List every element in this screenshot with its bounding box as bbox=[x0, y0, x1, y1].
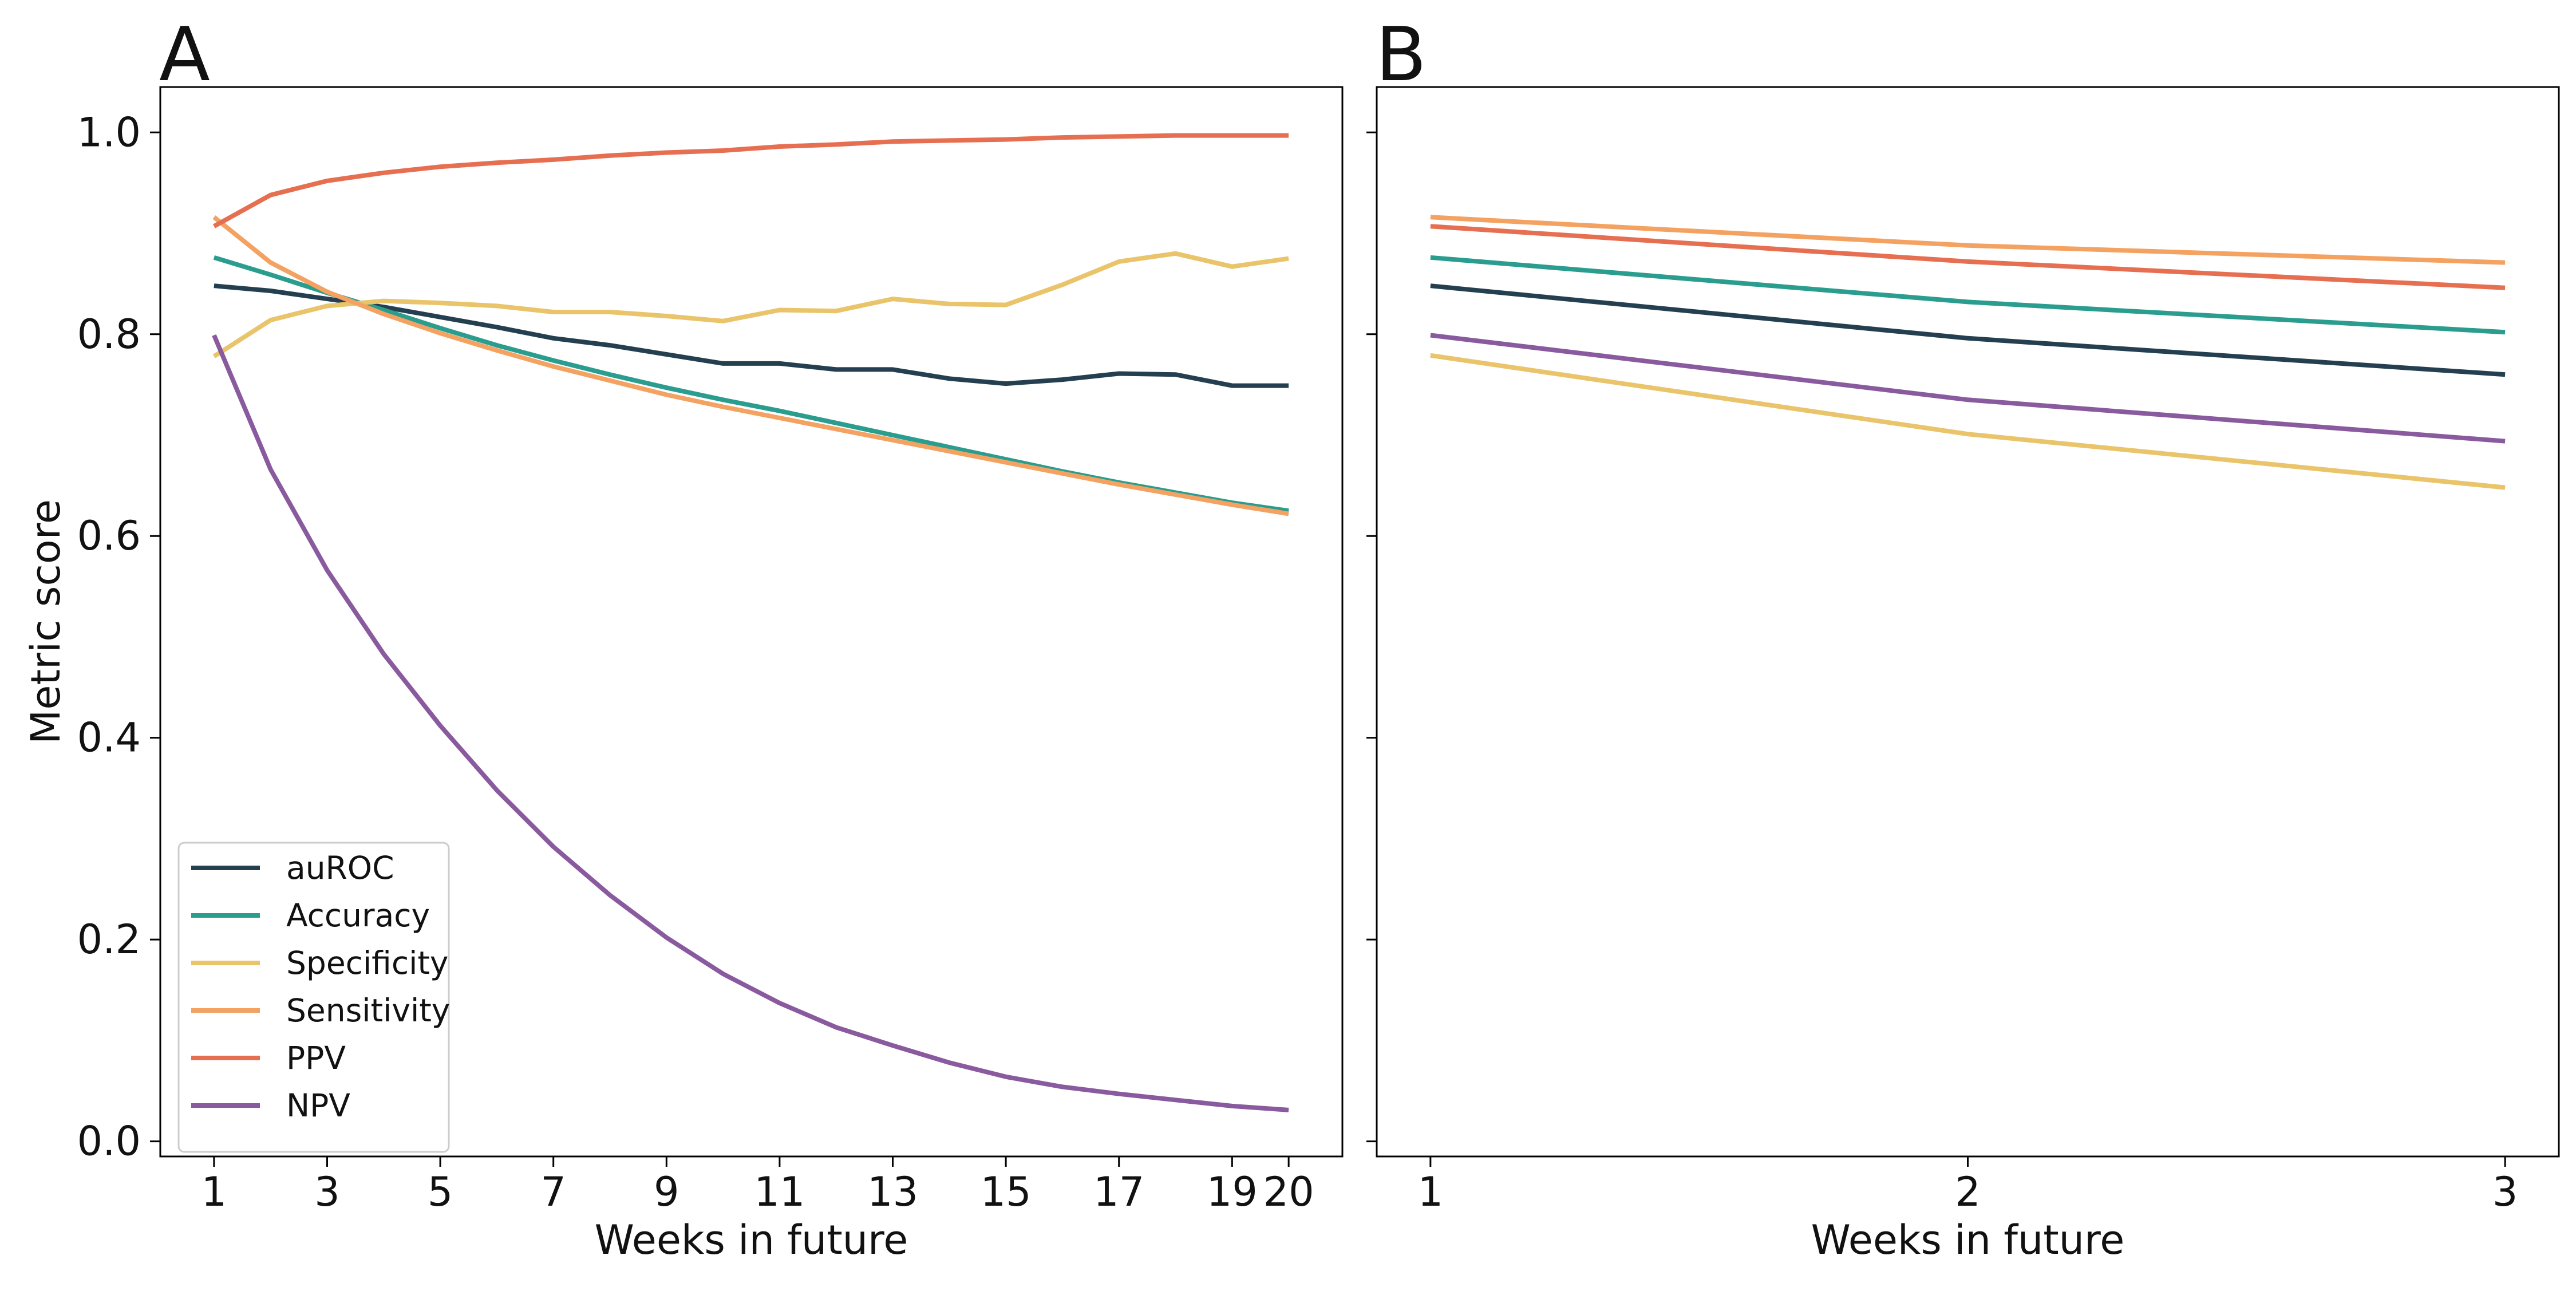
series-line-auroc bbox=[1430, 283, 2506, 377]
y-tick-label: 1.0 bbox=[77, 109, 141, 156]
panel-b: 1 2 3 Weeks in future B bbox=[1366, 11, 2560, 1264]
x-tick-label: 13 bbox=[867, 1168, 918, 1215]
legend-label-ppv: PPV bbox=[286, 1040, 346, 1076]
y-tick-label: 0.0 bbox=[77, 1118, 141, 1165]
panel-label-b: B bbox=[1376, 11, 1427, 98]
x-tick-label: 19 bbox=[1207, 1168, 1258, 1215]
series-line-accuracy bbox=[1430, 255, 2506, 335]
series-line-sensitivity bbox=[1430, 215, 2506, 265]
x-tick-label: 9 bbox=[654, 1168, 679, 1215]
x-tick-label: 7 bbox=[540, 1168, 566, 1215]
series-line-sensitivity bbox=[212, 215, 1289, 516]
series-line-npv bbox=[1430, 333, 2506, 444]
x-axis-label: Weeks in future bbox=[595, 1217, 908, 1264]
x-tick-label: 20 bbox=[1263, 1168, 1314, 1215]
series-line-npv bbox=[212, 334, 1289, 1112]
panel-label-a: A bbox=[159, 11, 210, 98]
series-line-ppv bbox=[212, 133, 1289, 228]
x-tick-label: 1 bbox=[1418, 1168, 1444, 1215]
legend: auROC Accuracy Specificity Sensitivity PPV NP… bbox=[177, 842, 450, 1153]
series-line-specificity bbox=[212, 251, 1289, 358]
x-axis-label: Weeks in future bbox=[1811, 1217, 2125, 1264]
x-tick-label: 11 bbox=[754, 1168, 805, 1215]
y-axis-label: Metric score bbox=[22, 499, 69, 744]
legend-label-npv: NPV bbox=[286, 1087, 350, 1124]
x-tick-label: 2 bbox=[1955, 1168, 1981, 1215]
series-line-specificity bbox=[1430, 353, 2506, 490]
plot-frame bbox=[159, 86, 1344, 1158]
x-tick-label: 1 bbox=[202, 1168, 227, 1215]
legend-box bbox=[177, 842, 450, 1153]
x-tick-label: 15 bbox=[981, 1168, 1032, 1215]
x-tick-label: 5 bbox=[428, 1168, 453, 1215]
x-tick-label: 17 bbox=[1093, 1168, 1144, 1215]
panel-a: 0.00.20.40.60.81.01 3 5 7 9 11 13 15 17 19 20Weeks… bbox=[22, 11, 1344, 1264]
legend-label-specificity: Specificity bbox=[286, 945, 448, 981]
y-tick-label: 0.8 bbox=[77, 311, 141, 358]
legend-label-accuracy: Accuracy bbox=[286, 897, 430, 934]
legend-label-sensitivity: Sensitivity bbox=[286, 992, 450, 1029]
x-tick-label: 3 bbox=[314, 1168, 340, 1215]
legend-label-auroc: auROC bbox=[286, 850, 394, 886]
y-tick-label: 0.6 bbox=[77, 512, 141, 559]
series-line-ppv bbox=[1430, 224, 2506, 290]
x-tick-label: 3 bbox=[2492, 1168, 2518, 1215]
series-line-auroc bbox=[214, 283, 1289, 388]
y-tick-label: 0.4 bbox=[77, 714, 141, 761]
y-tick-label: 0.2 bbox=[77, 916, 141, 963]
